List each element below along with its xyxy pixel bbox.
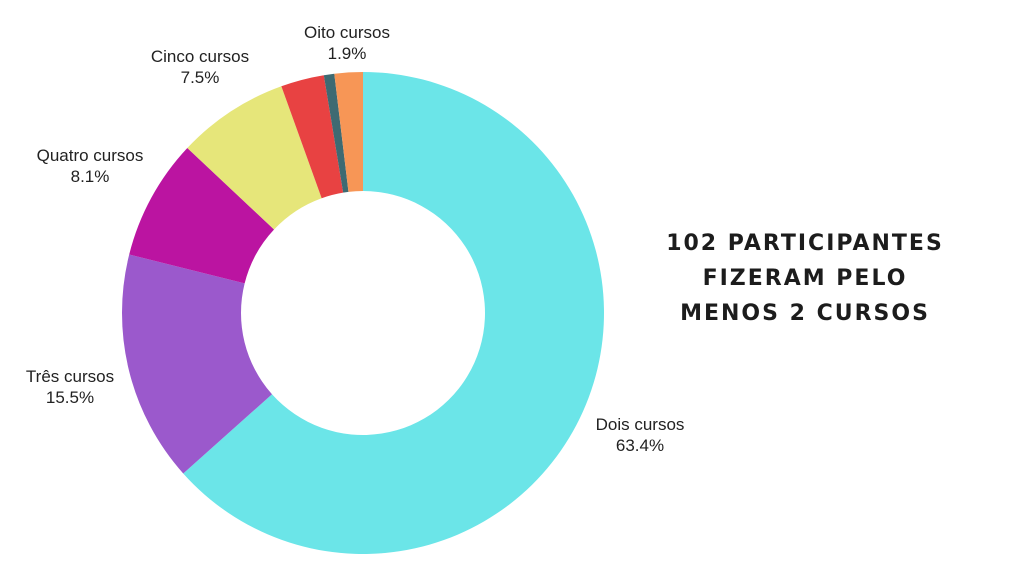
slice-unlabeled-4 (281, 75, 344, 199)
slice-tr-s-cursos (122, 254, 272, 474)
slice-label-dois-cursos: Dois cursos 63.4% (580, 414, 700, 456)
slice-quatro-cursos (129, 148, 275, 284)
slice-oito-cursos (334, 72, 363, 192)
headline-line-3: MENOS 2 CURSOS (680, 301, 930, 326)
slice-label-tres-cursos: Três cursos 15.5% (10, 366, 130, 408)
slice-unlabeled-5 (323, 73, 349, 193)
slice-value: 1.9% (327, 44, 367, 63)
slice-name: Três cursos (25, 367, 115, 386)
slice-name: Quatro cursos (36, 146, 144, 165)
slice-label-oito-cursos: Oito cursos 1.9% (285, 22, 409, 64)
slice-name: Dois cursos (595, 415, 685, 434)
slice-name: Oito cursos (304, 23, 390, 42)
slice-name: Cinco cursos (150, 47, 250, 66)
slice-cinco-cursos (187, 86, 322, 230)
headline-line-1: 102 PARTICIPANTES (666, 231, 944, 256)
slice-value: 8.1% (70, 167, 110, 186)
slice-value: 15.5% (45, 388, 95, 407)
slice-label-cinco-cursos: Cinco cursos 7.5% (135, 46, 265, 88)
slice-value: 7.5% (180, 68, 220, 87)
slice-value: 63.4% (615, 436, 665, 455)
slice-label-quatro-cursos: Quatro cursos 8.1% (20, 145, 160, 187)
slice-dois-cursos (183, 72, 605, 554)
headline: 102 PARTICIPANTES FIZERAM PELO MENOS 2 C… (625, 226, 985, 331)
headline-line-2: FIZERAM PELO (702, 266, 908, 291)
